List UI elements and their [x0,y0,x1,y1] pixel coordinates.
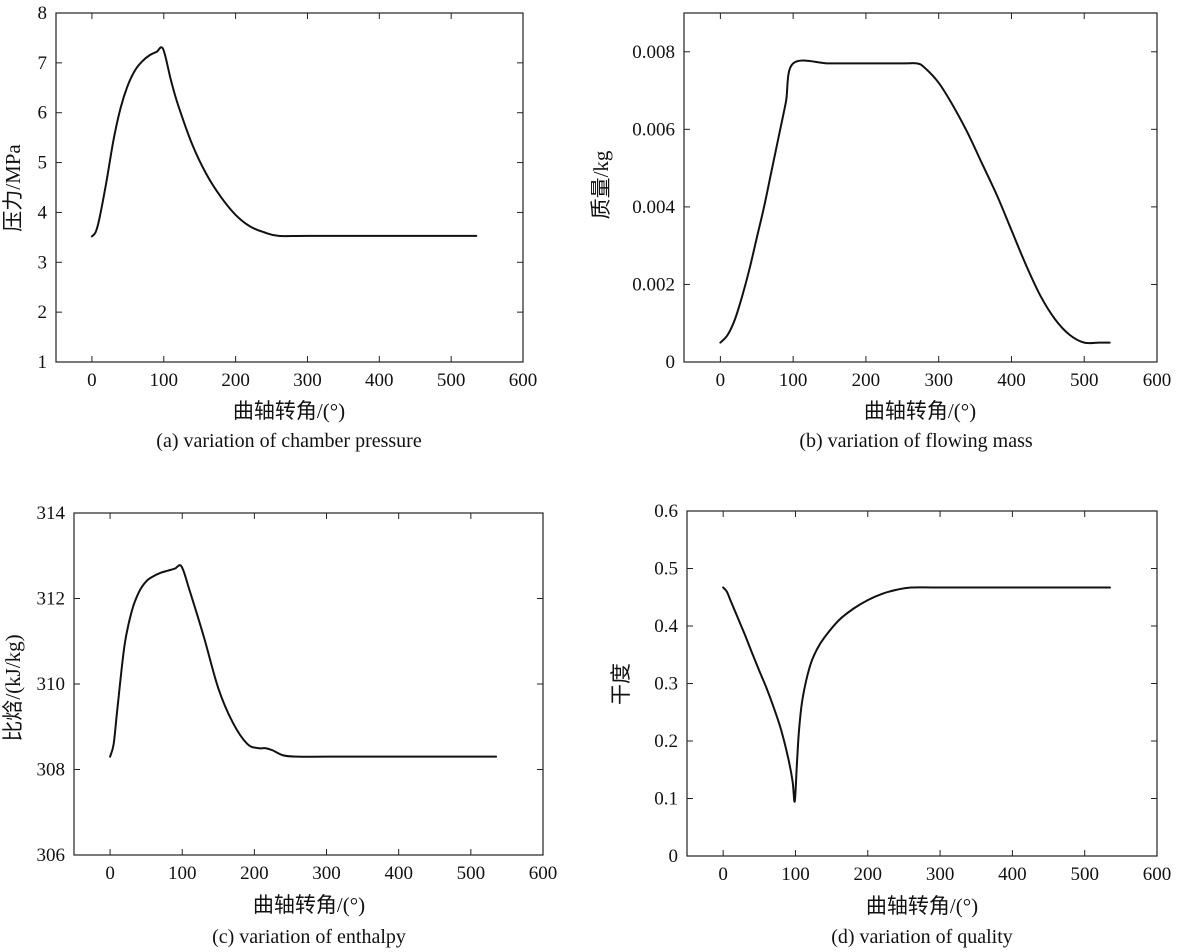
ticks [56,12,524,363]
x-tick-label: 100 [150,370,179,391]
y-tick-label: 0.1 [654,789,678,810]
x-tick-label: 200 [852,370,881,391]
x-tick-label: 300 [926,864,955,885]
y-tick-label: 8 [38,3,48,24]
y-tick-label: 6 [38,103,48,124]
x-tick-label: 200 [221,370,250,391]
tick-labels: 0 100 200 300 400 500 600 1 2 3 4 5 6 7 8 [38,3,538,391]
y-tick-label: 310 [37,674,66,695]
y-tick-label: 0.006 [632,119,675,140]
series-line-pressure [90,46,478,238]
x-tick-label: 100 [781,864,810,885]
panel-caption: (d) variation of quality [831,926,1013,948]
y-tick-label: 0.5 [654,559,678,580]
x-tick-label: 400 [384,863,413,884]
series-lines [109,564,498,758]
y-axis-label: 比焓/(kJ/kg) [1,634,25,741]
x-tick-label: 400 [998,864,1027,885]
y-tick-label: 0.4 [654,616,678,637]
x-tick-label: 300 [293,370,322,391]
y-tick-label: 3 [38,252,48,273]
tick-labels: 0 100 200 300 400 500 600 0 0.1 0.2 0.3 0.4 0.5 0.6 [654,501,1171,885]
x-tick-label: 500 [1070,370,1099,391]
x-tick-label: 0 [718,864,728,885]
x-tick-label: 200 [854,864,883,885]
series-line-mass [719,59,1111,345]
panel-caption: (a) variation of chamber pressure [156,430,422,452]
x-tick-label: 0 [716,370,726,391]
y-tick-label: 308 [37,760,66,781]
plot-frame [55,12,524,363]
panel-c-enthalpy: 0 100 200 300 400 500 600 306 308 310 312 314 曲轴转角/… [1,503,557,948]
x-tick-label: 500 [457,863,486,884]
x-axis-label: 曲轴转角/(°) [864,399,976,423]
x-tick-label: 300 [924,370,953,391]
y-tick-label: 4 [38,202,48,223]
plot-frame [683,12,1158,363]
x-tick-label: 0 [87,370,97,391]
y-tick-label: 0.2 [654,731,678,752]
x-tick-label: 100 [168,863,197,884]
y-tick-label: 0.6 [654,501,678,522]
series-lines [90,46,478,238]
panel-a-pressure: 0 100 200 300 400 500 600 1 2 3 4 5 6 7 8 曲轴转角/(°) 压力/… [1,3,537,452]
y-tick-label: 0.008 [632,42,675,63]
series-lines [719,59,1111,345]
x-axis-label: 曲轴转角/(°) [866,894,978,918]
y-axis-label: 质量/kg [589,150,613,219]
y-tick-label: 0 [669,846,679,867]
series-line-enthalpy [109,564,498,758]
x-tick-label: 200 [240,863,269,884]
ticks [687,510,1158,857]
y-tick-label: 5 [38,153,48,174]
x-tick-label: 0 [105,863,115,884]
y-tick-label: 0 [666,352,676,373]
y-tick-label: 312 [37,589,66,610]
y-tick-label: 314 [37,503,66,524]
tick-labels: 0 100 200 300 400 500 600 0 0.002 0.004 0.006 0.008 [632,42,1171,391]
panel-d-quality: 0 100 200 300 400 500 600 0 0.1 0.2 0.3 0.4 0.5 0.6 曲… [609,501,1171,948]
x-axis-label: 曲轴转角/(°) [253,893,365,917]
series-line-quality [722,586,1111,803]
x-tick-label: 400 [365,370,394,391]
ticks [74,512,544,856]
x-tick-label: 100 [779,370,808,391]
y-tick-label: 0.3 [654,674,678,695]
x-tick-label: 600 [529,863,558,884]
panel-b-mass: 0 100 200 300 400 500 600 0 0.002 0.004 0.006 0.008… [589,12,1171,452]
tick-labels: 0 100 200 300 400 500 600 306 308 310 312 314 [37,503,558,884]
x-tick-label: 300 [312,863,341,884]
x-tick-label: 600 [1143,864,1172,885]
y-tick-label: 7 [38,53,48,74]
x-tick-label: 500 [1070,864,1099,885]
y-tick-label: 2 [38,302,48,323]
y-axis-label: 压力/MPa [1,144,25,232]
panel-caption: (c) variation of enthalpy [212,926,406,948]
y-axis-label: 干度 [609,663,633,705]
x-tick-label: 600 [509,370,538,391]
panel-caption: (b) variation of flowing mass [799,430,1032,452]
x-tick-label: 600 [1143,370,1172,391]
y-tick-label: 0.002 [632,274,675,295]
y-tick-label: 1 [38,352,48,373]
plot-frame [686,510,1158,857]
y-tick-label: 0.004 [632,197,675,218]
ticks [684,13,1158,363]
series-lines [722,586,1111,803]
x-tick-label: 400 [997,370,1026,391]
y-tick-label: 306 [37,845,66,866]
x-tick-label: 500 [437,370,466,391]
x-axis-label: 曲轴转角/(°) [233,399,345,423]
plot-frame [73,512,544,856]
